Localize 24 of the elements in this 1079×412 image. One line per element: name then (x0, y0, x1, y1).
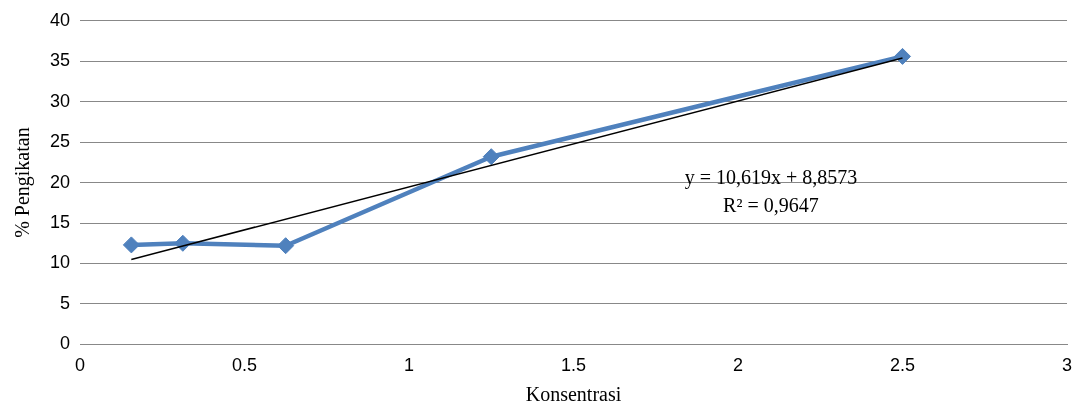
y-tick-label: 10 (49, 252, 71, 273)
y-tick-label: 35 (49, 50, 71, 71)
x-tick-label: 1 (404, 355, 415, 376)
y-tick-label: 40 (49, 9, 71, 30)
x-tick-label: 2.5 (889, 355, 916, 376)
x-tick-label: 1.5 (561, 355, 587, 376)
x-tick-label: 0 (75, 355, 86, 376)
x-axis-title: Konsentrasi (525, 383, 622, 406)
y-axis-title: % Pengikatan (11, 127, 35, 238)
point (894, 47, 911, 65)
x-tick-label: 3 (1061, 355, 1073, 376)
y-tick-label: 5 (60, 292, 71, 313)
annotation: R² = 0,9647 (723, 194, 819, 217)
annotation: y = 10,619x + 8,8573 (684, 166, 858, 190)
y-tick-label: 15 (49, 212, 71, 233)
point (122, 236, 140, 254)
y-tick-label: 30 (49, 90, 71, 111)
y-tick-label: 25 (49, 131, 71, 152)
x-tick-label: 0.5 (232, 355, 258, 376)
point (482, 148, 500, 166)
y-tick-label: 0 (60, 333, 71, 354)
point (277, 237, 295, 255)
x-tick-label: 2 (733, 355, 744, 376)
y-tick-label: 20 (49, 171, 71, 192)
